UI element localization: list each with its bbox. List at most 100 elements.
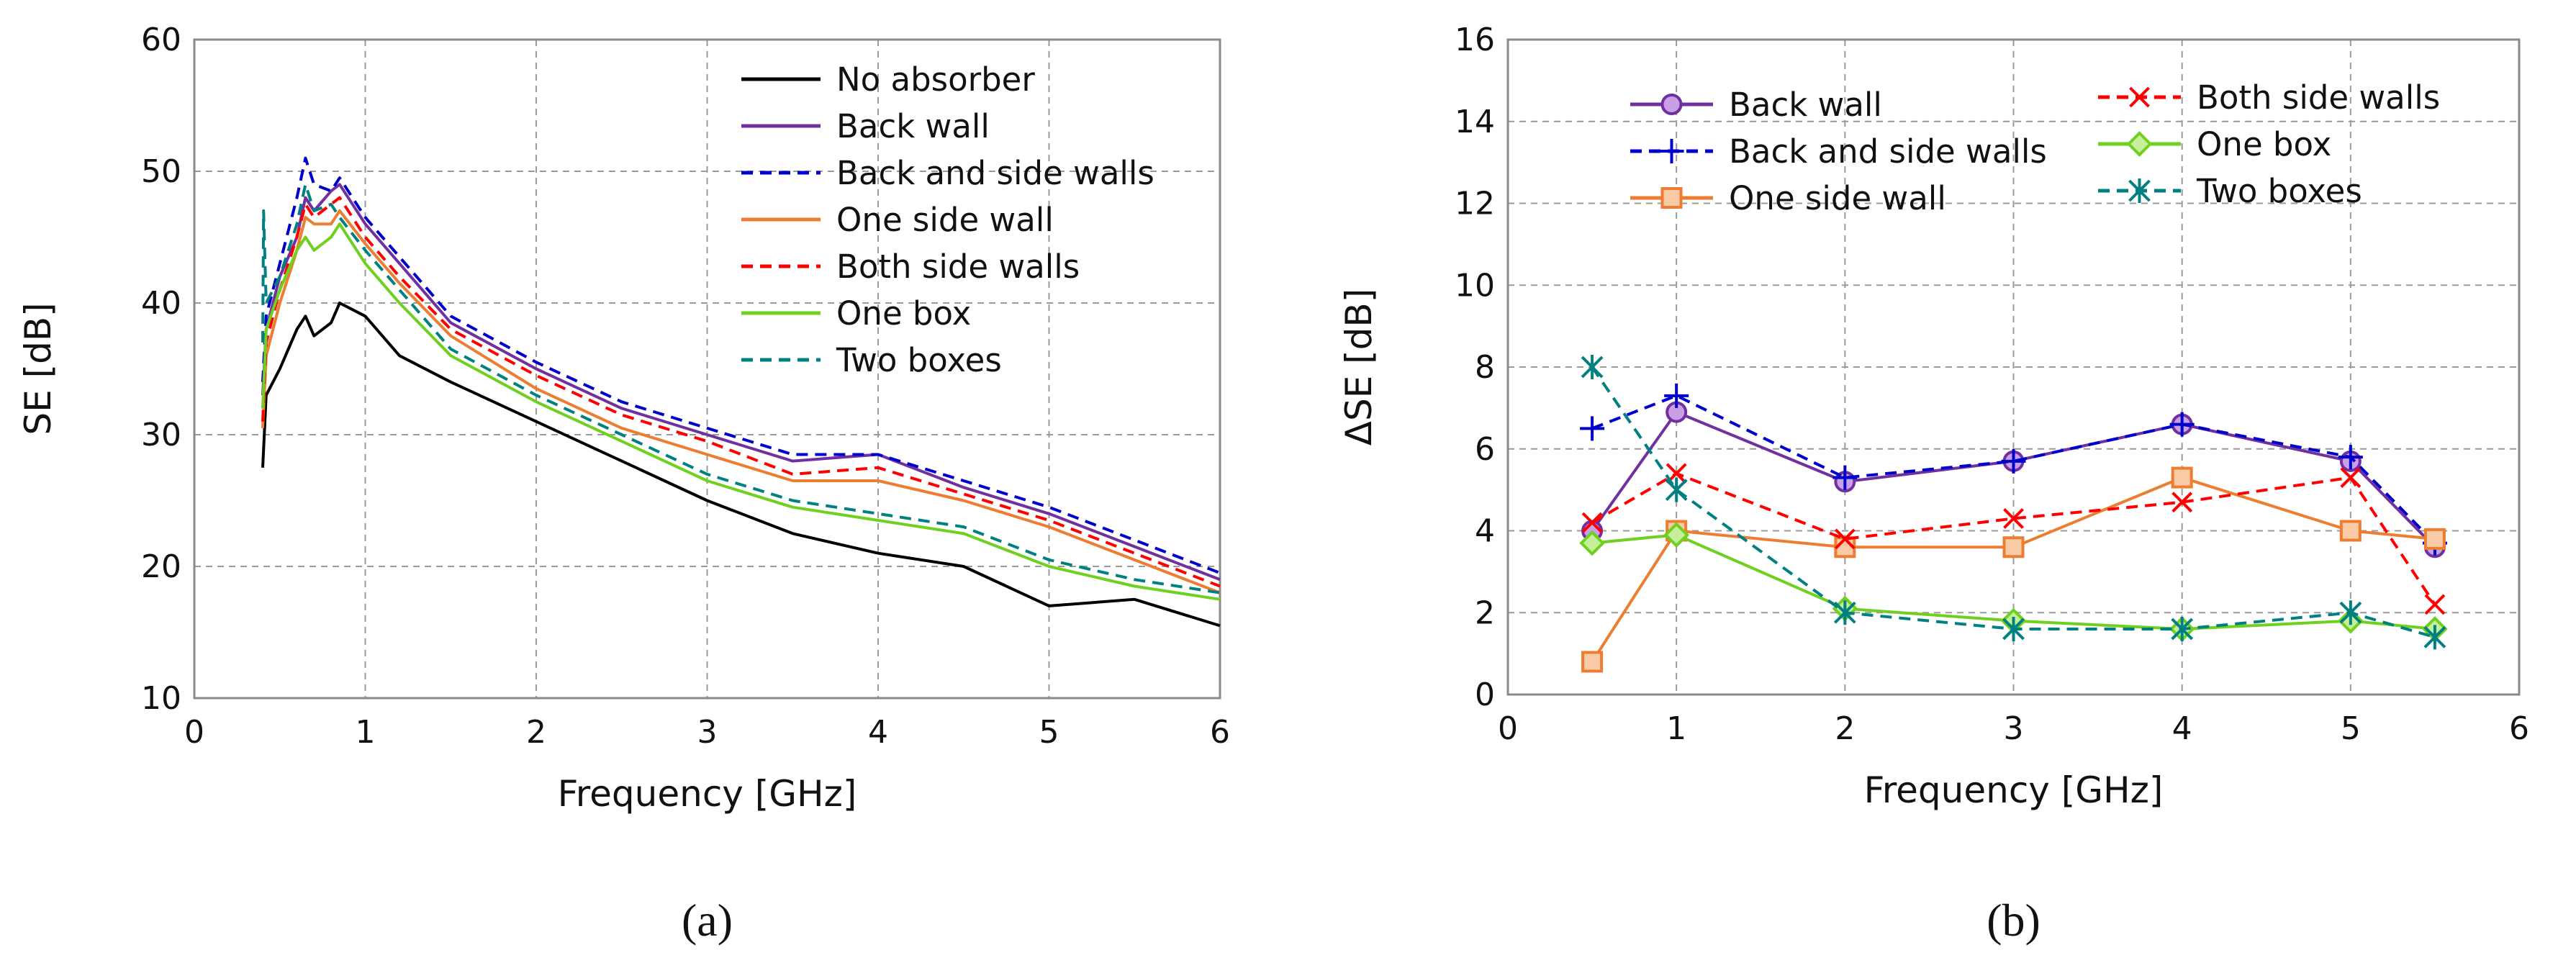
data-point [2339,520,2362,542]
x-tick-label: 1 [356,714,376,751]
series-group [1579,355,2448,673]
x-tick-label: 5 [1039,714,1059,751]
series-line [261,222,1221,601]
legend-marker [1660,94,1683,115]
data-point [2169,412,2195,437]
legend-label: Back and side walls [1729,132,2047,171]
data-point [1581,355,1604,379]
legend-marker [2126,131,2153,157]
data-point [2171,492,2193,513]
data-point [1580,416,1605,441]
y-axis-label: ΔSE [dB] [1338,289,1380,445]
chart-a: 0 1 2 3 4 5 6 10 20 30 40 50 60 Frequency [GHz] SE [dB… [17,22,1230,946]
y-tick-label: 10 [1455,267,1495,304]
legend-label: One box [836,294,971,333]
y-tick-label: 10 [141,680,181,717]
x-tick-label: 5 [2341,710,2361,747]
legend-label: Both side walls [2197,78,2440,117]
legend-label: One box [2197,125,2331,163]
series-line [261,196,1221,588]
data-point [1663,522,1689,548]
x-tick-label: 6 [2509,710,2529,747]
legend-marker [2128,178,2151,203]
data-point [1581,512,1603,533]
y-tick-label: 16 [1455,22,1495,58]
y-axis-ticks: 0 2 4 6 8 10 12 14 16 [1455,22,1495,713]
legend-marker [1659,139,1684,163]
legend-label: Both side walls [836,248,1080,286]
x-axis-label: Frequency [GHz] [558,773,857,815]
x-tick-label: 3 [697,714,718,751]
data-point [2423,528,2446,550]
x-tick-label: 6 [1210,714,1230,751]
legend: No absorber Back wall Back and side walls O… [741,60,1154,379]
legend-label: Back wall [1729,86,1882,124]
y-tick-label: 20 [141,548,181,585]
data-point [2340,467,2362,488]
y-tick-label: 50 [141,153,181,190]
x-tick-label: 2 [1835,710,1855,747]
y-tick-label: 60 [141,22,181,58]
series-line [261,302,1221,628]
y-axis-label: SE [dB] [17,302,59,435]
y-tick-label: 8 [1475,349,1495,386]
y-axis-ticks: 10 20 30 40 50 60 [141,22,181,717]
legend-marker [1660,187,1683,209]
panel-label: (a) [682,895,733,946]
legend-label: Back and side walls [836,154,1154,192]
data-point [2171,466,2193,489]
data-point [2339,600,2362,625]
legend-label: Two boxes [2196,172,2362,210]
data-point [1665,477,1688,502]
y-tick-label: 6 [1475,431,1495,468]
y-tick-label: 4 [1475,513,1495,550]
x-tick-label: 4 [2172,710,2192,747]
legend-label: Two boxes [836,341,1002,379]
legend: Back wall Back and side walls One side wal… [1630,78,2440,217]
panel-label: (b) [1987,895,2041,946]
x-tick-label: 0 [184,714,204,751]
data-point [1579,530,1605,556]
data-point [1832,465,1858,490]
legend-label: No absorber [836,60,1035,99]
data-point [2424,594,2446,615]
x-tick-label: 4 [868,714,888,751]
legend-marker [2129,86,2150,108]
x-tick-label: 0 [1498,710,1518,747]
x-tick-label: 1 [1666,710,1686,747]
plot-area [194,40,1220,698]
plot-frame [193,38,1221,700]
x-axis-label: Frequency [GHz] [1864,769,2164,811]
data-point [2171,617,2194,641]
legend-label: One side wall [836,201,1054,239]
x-tick-label: 3 [2004,710,2024,747]
x-tick-label: 2 [526,714,546,751]
y-tick-label: 0 [1475,677,1495,713]
y-tick-label: 12 [1455,186,1495,222]
data-point [1833,600,1856,625]
data-point [2001,448,2026,474]
data-point [1581,651,1604,673]
series-line [261,209,1221,594]
y-tick-label: 14 [1455,104,1495,140]
series-line [261,183,1221,594]
x-axis-ticks: 0 1 2 3 4 5 6 [1498,710,2529,747]
series-group [261,156,1221,628]
data-point [2002,617,2025,641]
data-point [2002,536,2025,558]
data-point [1834,528,1856,550]
x-axis-ticks: 0 1 2 3 4 5 6 [184,714,1230,751]
data-point [2423,625,2446,650]
data-point [2003,508,2024,529]
data-point [1664,383,1689,408]
series-line [261,156,1221,574]
plot-frame [1506,38,2521,696]
y-tick-label: 30 [141,417,181,453]
y-tick-label: 2 [1475,594,1495,631]
y-tick-label: 40 [141,285,181,322]
legend-label: One side wall [1729,179,1946,217]
data-point [2338,445,2363,470]
legend-label: Back wall [836,107,990,145]
